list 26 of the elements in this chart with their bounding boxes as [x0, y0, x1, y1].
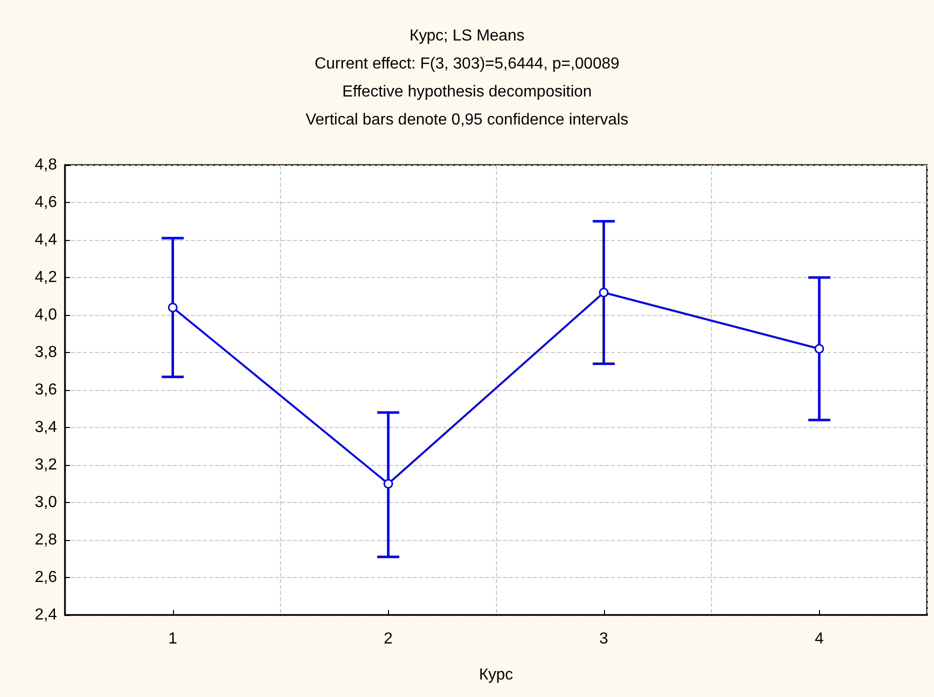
chart-subtitle: Current effect: F(3, 303)=5,6444, p=,00089 — [314, 56, 620, 72]
y-tick-label: 2,4 — [34, 606, 58, 624]
y-tick-label: 3,4 — [34, 419, 58, 436]
y-tick-label: 4,4 — [34, 232, 58, 248]
y-tick-label: 4,8 — [34, 156, 58, 174]
text: Vertical bars denote 0,95 confidence intervals — [306, 112, 628, 128]
y-tick-label: 3,0 — [34, 494, 58, 511]
point — [384, 479, 393, 488]
y-tick-label: 4,6 — [34, 194, 58, 211]
text: Effective hypothesis decomposition — [342, 84, 592, 100]
chart-title: Курс; LS Means — [410, 28, 524, 44]
y-tick-label: 4,2 — [34, 269, 58, 286]
y-tick-label: 3,2 — [34, 456, 58, 474]
x-axis-title: Курс — [478, 666, 514, 684]
y-tick-label: 3,6 — [34, 382, 58, 398]
y-tick-label: 4,0 — [34, 306, 58, 324]
point — [168, 302, 178, 312]
x-tick-label: 3 — [599, 630, 608, 648]
y-tick-label: 2,6 — [34, 569, 58, 586]
point — [599, 288, 608, 298]
point — [814, 344, 824, 354]
x-tick-label: 2 — [384, 630, 393, 648]
y-tick-label: 3,8 — [34, 344, 58, 361]
x-tick-label: 4 — [814, 630, 824, 648]
y-tick-label: 2,8 — [34, 532, 58, 548]
x-tick-label: 1 — [168, 630, 178, 648]
